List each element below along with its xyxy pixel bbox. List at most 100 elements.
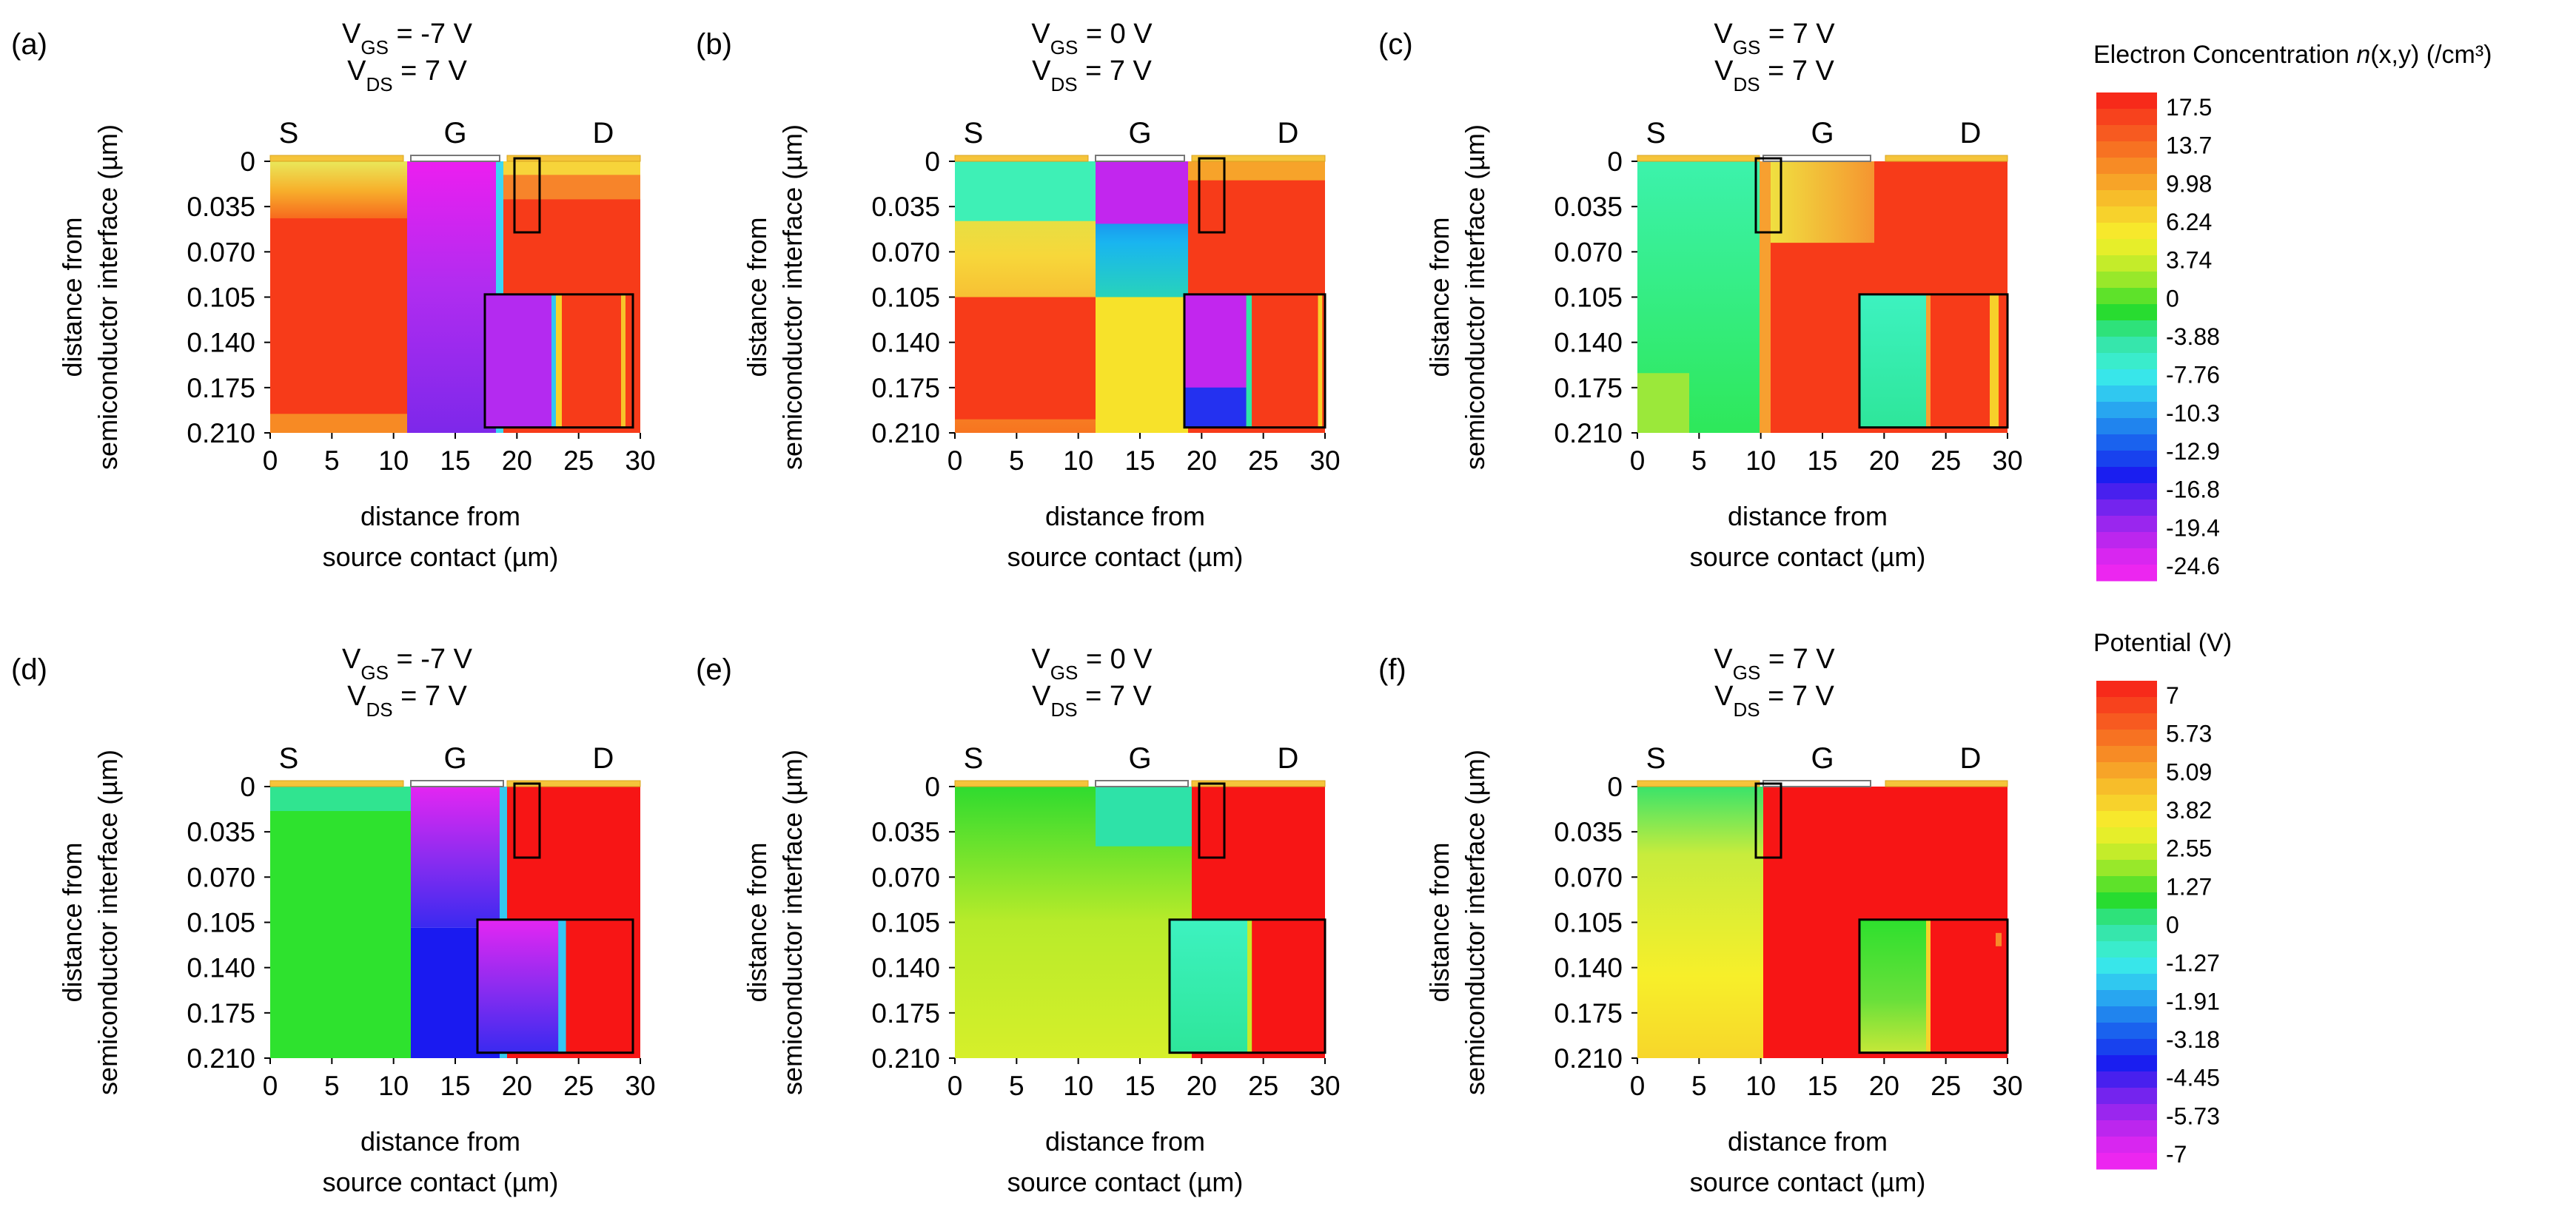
vds-value: = 7 V <box>1078 55 1153 87</box>
x-tick-label: 20 <box>1187 445 1217 476</box>
vgs-title: VGS = -7 V <box>342 18 473 58</box>
x-tick-label: 20 <box>502 1071 532 1101</box>
potential-colorbar: Potential (V) 7 5.73 5.09 3.82 2.55 1.27 0 -1.27… <box>2093 629 2232 1170</box>
heatmap <box>1637 787 2008 1058</box>
colorbar-swatch <box>2096 272 2157 289</box>
y-tick-label: 0.105 <box>871 908 940 938</box>
colorbar-swatch <box>2096 730 2157 747</box>
inset-region <box>1990 294 1999 428</box>
source-electrode <box>954 780 1089 787</box>
y-axis-label-line2: semiconductor interface (µm) <box>777 750 808 1095</box>
colorbar-swatch <box>2096 681 2157 698</box>
colorbar-tick-label: 3.74 <box>2166 247 2212 274</box>
vgs-subscript: GS <box>360 662 389 684</box>
vgs-value: = 7 V <box>1760 18 1835 50</box>
vgs-subscript: GS <box>360 36 389 58</box>
heatmap-region <box>1096 161 1188 224</box>
colorbar-swatch <box>2096 990 2157 1007</box>
colorbar-swatch <box>2096 941 2157 958</box>
electrode-label-s: S <box>1646 742 1666 775</box>
gate-electrode <box>410 780 504 787</box>
heatmap-region <box>955 297 1096 420</box>
heatmap-region <box>1771 161 1874 243</box>
y-tick-label: 0.035 <box>1554 817 1623 847</box>
colorbar-swatch <box>2096 957 2157 975</box>
y-tick-label: 0.210 <box>1554 418 1623 448</box>
vds-title: VDS = 7 V <box>1714 681 1834 721</box>
colorbar-tick-label: -10.3 <box>2166 400 2220 426</box>
colorbar-swatch <box>2096 483 2157 500</box>
electrode-label-s: S <box>1646 117 1666 149</box>
x-tick-label: 20 <box>502 445 532 476</box>
vgs-symbol: V <box>1714 18 1733 50</box>
x-tick-label: 30 <box>625 445 655 476</box>
vds-subscript: DS <box>1050 73 1077 95</box>
y-axis-label-line2: semiconductor interface (µm) <box>1460 750 1490 1095</box>
x-axis-label-line1: distance from <box>360 1126 520 1157</box>
heatmap-region <box>1760 161 1771 433</box>
y-axis-label-line2: semiconductor interface (µm) <box>93 124 123 470</box>
electrode-label-d: D <box>1278 117 1299 149</box>
inset-frame <box>1168 918 1326 1054</box>
y-tick-label: 0.210 <box>871 418 940 448</box>
vgs-title: VGS = 7 V <box>1714 644 1835 684</box>
gate-electrode <box>410 155 500 162</box>
y-tick-label: 0.070 <box>1554 862 1623 892</box>
vds-value: = 7 V <box>1760 681 1835 712</box>
x-tick-label: 20 <box>1187 1071 1217 1101</box>
zoom-region-box <box>1198 157 1226 234</box>
panel-label: (c) <box>1378 28 1413 61</box>
vgs-subscript: GS <box>1733 36 1761 58</box>
x-tick-label: 0 <box>947 1071 963 1101</box>
vds-symbol: V <box>1714 681 1734 712</box>
colorbar-swatch <box>2096 499 2157 516</box>
x-axis-label-line2: source contact (µm) <box>1007 542 1244 572</box>
y-tick-label: 0.210 <box>1554 1043 1623 1074</box>
colorbar-tick-label: -1.91 <box>2166 988 2220 1014</box>
vds-subscript: DS <box>366 73 392 95</box>
colorbar-swatch <box>2096 516 2157 533</box>
heatmap-region <box>411 787 507 928</box>
y-axis-label: distance from semiconductor interface (µm… <box>1424 750 1490 1095</box>
electrode-label-g: G <box>1128 117 1151 149</box>
colorbar-swatch <box>2096 892 2157 909</box>
vds-value: = 7 V <box>1078 681 1153 712</box>
x-tick-label: 25 <box>1931 445 1961 476</box>
y-tick-label: 0.035 <box>1554 192 1623 222</box>
y-tick-label: 0.070 <box>187 237 255 267</box>
heatmap-region <box>270 414 407 433</box>
y-tick-label: 0.210 <box>187 418 255 448</box>
heatmap-region <box>1096 787 1192 847</box>
colorbar-swatch <box>2096 386 2157 403</box>
electron-colorbar: Electron Concentration n(x,y) (/cm³) 17.5… <box>2093 41 2492 582</box>
zoom-inset <box>476 918 634 1054</box>
colorbar-tick-label: 5.09 <box>2166 758 2212 785</box>
x-tick-label: 30 <box>1309 445 1340 476</box>
inset-region <box>566 919 633 1053</box>
inset-frame <box>476 918 634 1054</box>
colorbar-tick-label: 7 <box>2166 682 2179 709</box>
colorbar-swatch <box>2096 255 2157 272</box>
zoom-region-box <box>513 157 541 234</box>
colorbar-swatch <box>2096 548 2157 565</box>
vgs-subscript: GS <box>1733 662 1761 684</box>
x-axis-label-line2: source contact (µm) <box>1007 1167 1244 1197</box>
y-tick-label: 0.070 <box>1554 237 1623 267</box>
y-tick-label: 0.105 <box>1554 908 1623 938</box>
vds-title: VDS = 7 V <box>347 681 467 721</box>
x-tick-label: 5 <box>324 1071 340 1101</box>
colorbar-swatch <box>2096 239 2157 256</box>
y-axis-label: distance from semiconductor interface (µm… <box>742 750 808 1095</box>
x-tick-label: 0 <box>947 445 963 476</box>
colorbar-swatch <box>2096 1055 2157 1072</box>
vgs-subscript: GS <box>1050 36 1079 58</box>
drain-electrode <box>1885 780 2008 787</box>
x-axis-label-line2: source contact (µm) <box>1690 1167 1926 1197</box>
colorbar-swatch <box>2096 434 2157 451</box>
y-tick-label: 0.035 <box>187 817 255 847</box>
heatmap-region <box>1096 297 1188 433</box>
y-axis-label-line2: semiconductor interface (µm) <box>93 750 123 1095</box>
x-tick-label: 15 <box>1807 445 1837 476</box>
colorbar-tick-label: -7.76 <box>2166 362 2220 388</box>
